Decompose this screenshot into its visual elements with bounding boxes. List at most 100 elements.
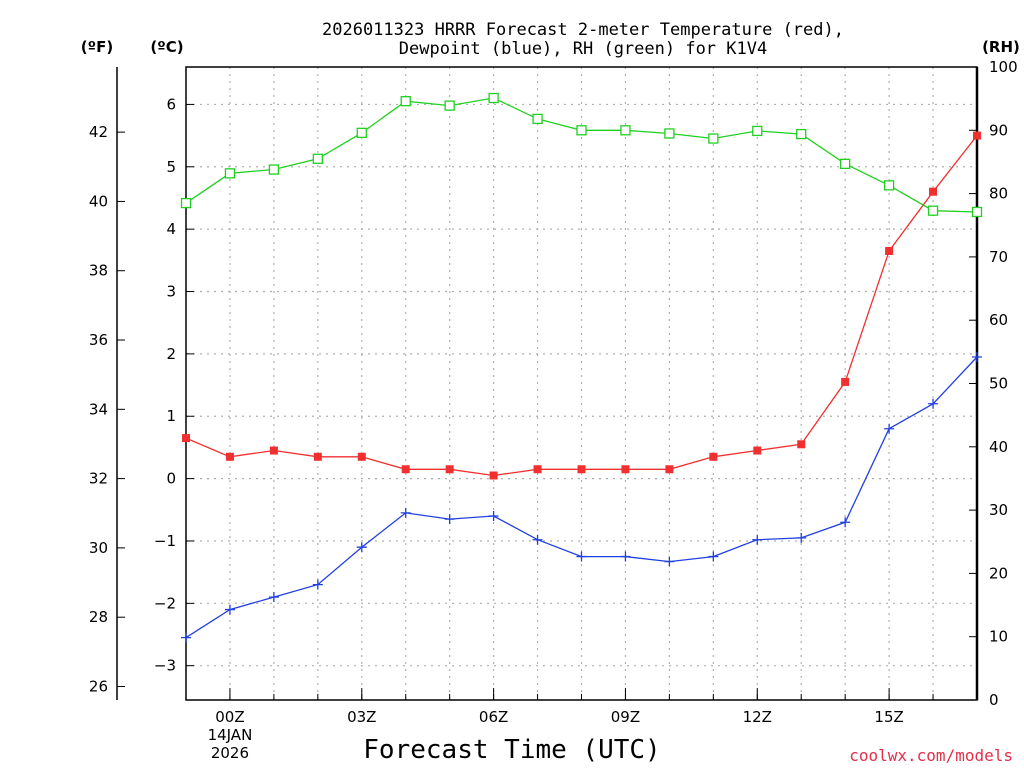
rh-point	[268, 164, 280, 175]
celsius-tick-label: 5	[166, 158, 176, 176]
dewpoint-point	[356, 542, 367, 553]
rh-point	[532, 113, 543, 125]
dewpoint-point	[444, 514, 455, 525]
temperature-point	[709, 452, 718, 461]
fahrenheit-tick-label: 34	[89, 400, 108, 418]
dewpoint-point	[752, 534, 763, 545]
celsius-tick-label: 2	[166, 345, 176, 363]
celsius-tick-label: 3	[166, 283, 176, 301]
rh-tick-label: 30	[989, 501, 1008, 519]
rh-point	[224, 168, 236, 179]
rh-point	[664, 128, 675, 139]
rh-point	[708, 133, 719, 144]
rh-point	[444, 100, 455, 111]
dewpoint-point	[224, 604, 235, 615]
rh-tick-label: 20	[989, 564, 1008, 582]
temperature-point	[401, 465, 410, 474]
temperature-point	[753, 446, 762, 455]
x-tick-label: 00Z	[215, 708, 244, 726]
fahrenheit-unit-label: (ºF)	[81, 38, 113, 56]
celsius-tick-label: −1	[154, 532, 176, 550]
rh-tick-label: 70	[989, 248, 1008, 266]
temperature-point	[445, 465, 454, 474]
dewpoint-point	[576, 551, 587, 562]
temperature-point	[489, 471, 498, 480]
temperature-point	[621, 465, 630, 474]
x-tick-label: 03Z	[347, 708, 376, 726]
temperature-point	[225, 452, 234, 461]
celsius-tick-label: 1	[166, 407, 176, 425]
fahrenheit-tick-label: 36	[89, 331, 108, 349]
rh-point	[488, 92, 499, 104]
rh-point	[356, 127, 367, 138]
rh-point	[796, 128, 807, 140]
rh-tick-label: 40	[989, 438, 1008, 456]
x-tick-label: 15Z	[874, 708, 903, 726]
celsius-tick-label: −3	[154, 657, 176, 675]
rh-point	[312, 153, 323, 164]
temperature-point	[269, 446, 278, 455]
dewpoint-point	[488, 511, 499, 522]
x-tick-label: 14JAN	[208, 726, 253, 744]
rh-point	[400, 96, 411, 107]
rh-unit-label: (RH)	[982, 38, 1020, 56]
x-tick-label: 09Z	[611, 708, 640, 726]
fahrenheit-tick-label: 32	[89, 470, 108, 488]
temperature-point	[665, 465, 674, 474]
x-axis-title: Forecast Time (UTC)	[363, 735, 660, 765]
dewpoint-point	[268, 592, 279, 603]
grid-lines	[186, 67, 977, 700]
fahrenheit-tick-label: 42	[89, 123, 108, 141]
rh-point	[840, 158, 851, 169]
rh-point	[620, 125, 631, 136]
dewpoint-point	[928, 398, 939, 409]
dewpoint-point	[400, 507, 411, 518]
x-tick-label: 2026	[211, 744, 249, 762]
dewpoint-point	[181, 632, 191, 643]
fahrenheit-tick-label: 40	[89, 192, 108, 210]
dewpoint-point	[796, 532, 807, 543]
temperature-point	[182, 434, 190, 443]
temperature-point	[929, 187, 938, 196]
data-series	[180, 92, 983, 643]
rh-tick-label: 0	[989, 691, 999, 709]
dewpoint-point	[312, 579, 323, 590]
dewpoint-point	[532, 534, 543, 545]
fahrenheit-tick-label: 38	[89, 262, 108, 280]
rh-tick-label: 100	[989, 58, 1018, 76]
celsius-unit-label: (ºC)	[150, 38, 183, 56]
celsius-tick-label: 0	[166, 470, 176, 488]
rh-point	[927, 205, 939, 216]
temperature-point	[973, 131, 981, 140]
rh-tick-label: 60	[989, 311, 1008, 329]
celsius-tick-label: −2	[154, 594, 176, 612]
temperature-point	[313, 452, 322, 461]
rh-point	[752, 125, 763, 137]
dewpoint-line	[185, 356, 978, 639]
dewpoint-point	[620, 551, 631, 562]
source-credit: coolwx.com/models	[849, 746, 1013, 765]
rh-point	[971, 206, 983, 218]
rh-tick-label: 50	[989, 375, 1008, 393]
x-tick-label: 06Z	[479, 708, 508, 726]
chart-title: 2026011323 HRRR Forecast 2-meter Tempera…	[322, 20, 844, 59]
fahrenheit-tick-label: 26	[89, 677, 108, 695]
rh-tick-label: 10	[989, 628, 1008, 646]
fahrenheit-tick-label: 30	[89, 539, 108, 557]
rh-point	[180, 197, 192, 209]
celsius-tick-label: 4	[166, 220, 176, 238]
dewpoint-point	[972, 351, 982, 362]
temperature-point	[357, 452, 366, 461]
rh-tick-label: 80	[989, 185, 1008, 203]
temperature-point	[841, 377, 850, 386]
rh-point	[576, 125, 587, 136]
dewpoint-point	[840, 517, 851, 528]
temperature-point	[885, 246, 894, 255]
temperature-point	[797, 440, 806, 449]
celsius-tick-label: 6	[166, 95, 176, 113]
fahrenheit-tick-label: 28	[89, 608, 108, 626]
temperature-point	[533, 465, 542, 474]
chart-title-line-1: 2026011323 HRRR Forecast 2-meter Tempera…	[322, 20, 844, 40]
